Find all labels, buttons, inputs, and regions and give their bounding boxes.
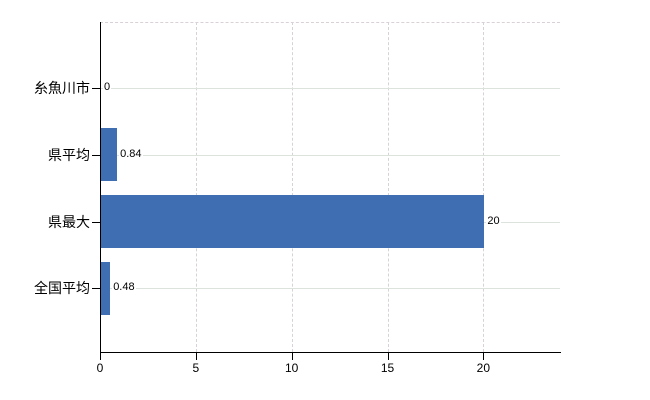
bar [101, 195, 485, 248]
category-label: 糸魚川市 [34, 80, 90, 97]
h-gridline [100, 88, 560, 90]
x-tick [100, 352, 101, 360]
h-gridline [100, 288, 560, 290]
x-tick [387, 352, 389, 360]
y-tick [92, 221, 100, 223]
v-gridline [291, 22, 293, 352]
x-tick [291, 352, 293, 360]
bar-value-label: 0.84 [119, 146, 143, 162]
v-gridline [483, 22, 485, 352]
y-tick [92, 288, 100, 290]
bar [101, 261, 111, 315]
category-label: 県最大 [48, 213, 90, 230]
x-axis-line [100, 352, 561, 353]
x-tick-label: 10 [284, 361, 299, 375]
x-tick [195, 352, 197, 360]
plot-top-border [100, 22, 560, 23]
bar-value-label: 20 [486, 213, 501, 229]
y-tick [92, 154, 100, 156]
x-tick-label: 20 [476, 361, 490, 375]
x-tick-label: 5 [192, 361, 200, 375]
bar-value-label: 0.48 [112, 280, 136, 296]
v-gridline [387, 22, 389, 352]
bar [101, 128, 118, 182]
bar-value-label: 0 [103, 80, 112, 96]
v-gridline [195, 22, 197, 352]
x-tick-label: 0 [96, 361, 104, 375]
category-label: 県平均 [48, 146, 90, 163]
category-label: 全国平均 [34, 280, 90, 297]
y-axis-line [100, 22, 101, 352]
y-tick [92, 88, 100, 90]
x-tick [483, 352, 485, 360]
h-gridline [100, 154, 560, 156]
x-tick-label: 15 [380, 361, 395, 375]
